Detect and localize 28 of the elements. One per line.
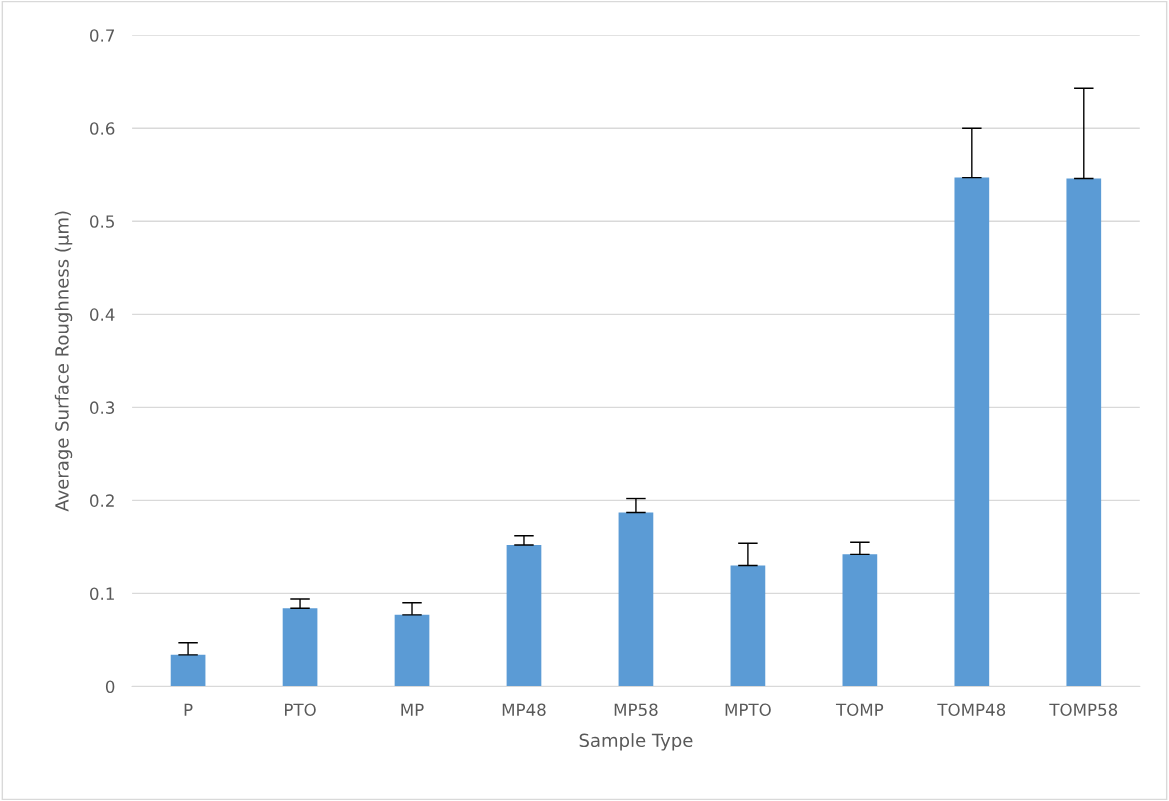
bar xyxy=(730,565,766,687)
x-tick-label: PTO xyxy=(285,703,316,717)
x-tick-label: MP xyxy=(401,703,424,716)
bar xyxy=(842,554,878,687)
y-tick-label: 0.4 xyxy=(90,308,115,321)
y-tick-label: 0.3 xyxy=(90,401,115,414)
bar xyxy=(618,512,654,687)
x-tick-label: TOMP48 xyxy=(937,703,1006,717)
y-tick-label: 0 xyxy=(105,680,115,694)
bar xyxy=(394,614,430,687)
x-tick-label: TOMP58 xyxy=(1049,703,1118,717)
y-tick-label: 0.1 xyxy=(90,587,114,600)
y-tick-label: 0.6 xyxy=(90,122,115,135)
y-axis-title: Average Surface Roughness (µm) xyxy=(54,211,73,512)
x-tick-label: MPTO xyxy=(725,703,771,717)
y-tick-label: 0.7 xyxy=(90,29,115,42)
bar xyxy=(282,608,318,687)
y-tick-label: 0.5 xyxy=(90,215,114,228)
bar xyxy=(506,545,542,687)
bar xyxy=(1066,178,1102,687)
x-tick-label: P xyxy=(184,703,193,716)
bar xyxy=(170,654,206,687)
bar xyxy=(954,177,990,687)
x-tick-label: MP48 xyxy=(502,703,546,717)
x-axis-title: Sample Type xyxy=(579,733,693,751)
x-tick-label: MP58 xyxy=(614,703,658,717)
x-tick-label: TOMP xyxy=(835,703,884,717)
y-tick-label: 0.2 xyxy=(90,494,114,507)
